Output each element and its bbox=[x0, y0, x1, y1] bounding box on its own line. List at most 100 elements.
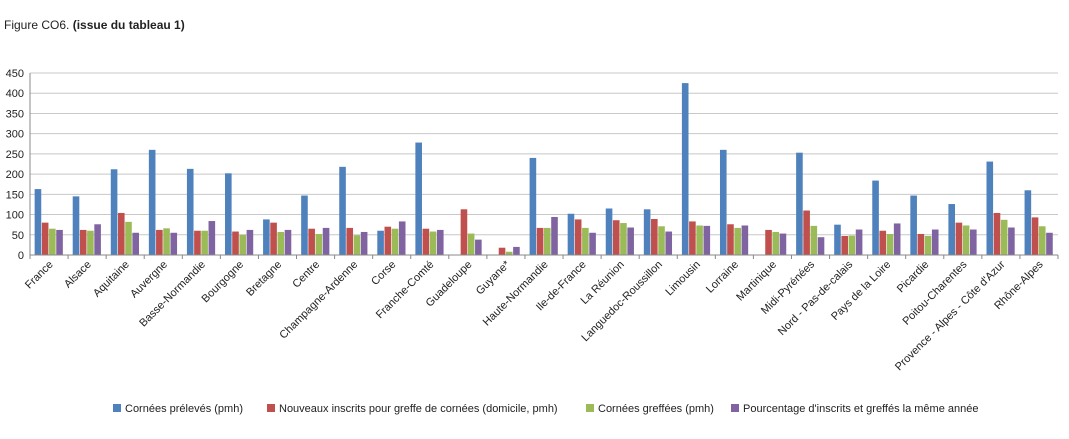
bar bbox=[360, 231, 368, 255]
bar bbox=[796, 152, 803, 255]
bar bbox=[741, 225, 749, 255]
bar bbox=[429, 231, 437, 255]
bar-chart: 0 50 100 150 200 250 300 350 400 450 France Alsace… bbox=[6, 68, 1059, 415]
y-tick-label: 100 bbox=[6, 210, 24, 222]
bar bbox=[544, 227, 551, 255]
y-tick-label: 250 bbox=[6, 149, 24, 161]
bar bbox=[855, 229, 863, 255]
axes bbox=[29, 73, 1059, 259]
bar bbox=[513, 246, 520, 255]
bar bbox=[665, 231, 673, 255]
bar bbox=[536, 227, 544, 255]
bar bbox=[567, 213, 575, 255]
bar bbox=[551, 216, 558, 255]
y-tick-label: 450 bbox=[6, 68, 24, 80]
bar bbox=[1024, 190, 1032, 255]
x-tick-label: Picardie bbox=[895, 259, 932, 296]
bar bbox=[322, 227, 330, 255]
bar bbox=[627, 227, 634, 255]
bar bbox=[1000, 219, 1008, 255]
bar bbox=[962, 225, 970, 255]
x-tick-label: Champagne-Ardenne bbox=[277, 259, 360, 342]
figure-subtitle: (issue du tableau 1) bbox=[72, 18, 185, 32]
x-tick-label: Corse bbox=[369, 259, 398, 288]
bar bbox=[301, 195, 308, 255]
bar bbox=[834, 224, 841, 255]
x-tick-label: Bourgogne bbox=[200, 259, 247, 306]
legend-swatch bbox=[267, 404, 275, 412]
bar bbox=[377, 230, 384, 255]
legend-swatch bbox=[586, 404, 594, 412]
bar bbox=[810, 225, 818, 255]
y-axis-ticks: 0 50 100 150 200 250 300 350 400 450 bbox=[6, 68, 24, 262]
legend-item: Cornées greffées (pmh) bbox=[586, 403, 714, 415]
legend-item: Pourcentage d'inscrits et greffés la mêm… bbox=[731, 403, 978, 415]
bar bbox=[803, 210, 810, 255]
bar bbox=[772, 231, 780, 255]
bar bbox=[194, 230, 201, 255]
legend-label: Nouveaux inscrits pour greffe de cornées… bbox=[279, 403, 558, 415]
bar bbox=[910, 195, 917, 255]
bar bbox=[56, 229, 63, 255]
bar bbox=[727, 224, 734, 255]
bar bbox=[41, 222, 49, 255]
x-tick-label: Aquitaine bbox=[91, 259, 132, 300]
bar bbox=[148, 149, 156, 255]
x-tick-label: Bretagne bbox=[244, 259, 284, 299]
bar bbox=[270, 222, 277, 255]
bar bbox=[924, 235, 932, 255]
bar bbox=[384, 226, 392, 255]
bar bbox=[163, 228, 170, 255]
x-tick-label: Basse-Normandie bbox=[137, 259, 208, 330]
bar bbox=[398, 221, 406, 255]
bar bbox=[232, 231, 239, 255]
bar bbox=[1008, 227, 1015, 255]
bar bbox=[263, 219, 270, 255]
x-tick-label: Nord - Pas-de-calais bbox=[776, 258, 856, 338]
bar bbox=[986, 161, 994, 255]
y-tick-label: 400 bbox=[6, 88, 24, 100]
bar bbox=[72, 196, 80, 255]
bar bbox=[574, 219, 582, 255]
bar bbox=[1046, 232, 1053, 255]
bar bbox=[529, 157, 537, 255]
bar bbox=[612, 220, 620, 255]
x-tick-label: Lorraine bbox=[704, 259, 741, 296]
bar bbox=[779, 233, 787, 255]
bar bbox=[201, 230, 208, 255]
bar bbox=[34, 189, 42, 255]
x-tick-label: France bbox=[23, 259, 56, 292]
x-tick-label: Haute-Normandie bbox=[481, 259, 551, 329]
y-tick-label: 200 bbox=[6, 169, 24, 181]
gridlines bbox=[30, 72, 1058, 256]
y-tick-label: 150 bbox=[6, 189, 24, 201]
bar bbox=[689, 221, 696, 255]
bar bbox=[620, 223, 627, 255]
bar bbox=[186, 168, 194, 255]
legend-swatch bbox=[113, 404, 121, 412]
bar bbox=[415, 142, 422, 255]
bar bbox=[391, 228, 399, 255]
y-tick-label: 0 bbox=[18, 250, 24, 262]
bar bbox=[734, 227, 741, 255]
bar bbox=[605, 208, 613, 255]
bar bbox=[505, 251, 513, 255]
bar bbox=[156, 229, 163, 255]
bar bbox=[436, 229, 444, 255]
bar bbox=[917, 233, 925, 255]
bar bbox=[94, 224, 101, 255]
bar bbox=[589, 232, 596, 255]
y-tick-label: 50 bbox=[12, 230, 24, 242]
bar bbox=[308, 228, 315, 255]
bar bbox=[893, 223, 901, 255]
bar bbox=[87, 230, 94, 255]
bar bbox=[315, 233, 323, 255]
x-tick-label: Poitou-Charentes bbox=[900, 258, 969, 327]
bar bbox=[339, 166, 346, 255]
bar bbox=[422, 228, 430, 255]
bar bbox=[1031, 217, 1039, 255]
bar bbox=[498, 247, 506, 255]
bar bbox=[955, 222, 963, 255]
bars bbox=[34, 83, 1053, 255]
x-tick-label: Alsace bbox=[62, 259, 94, 291]
